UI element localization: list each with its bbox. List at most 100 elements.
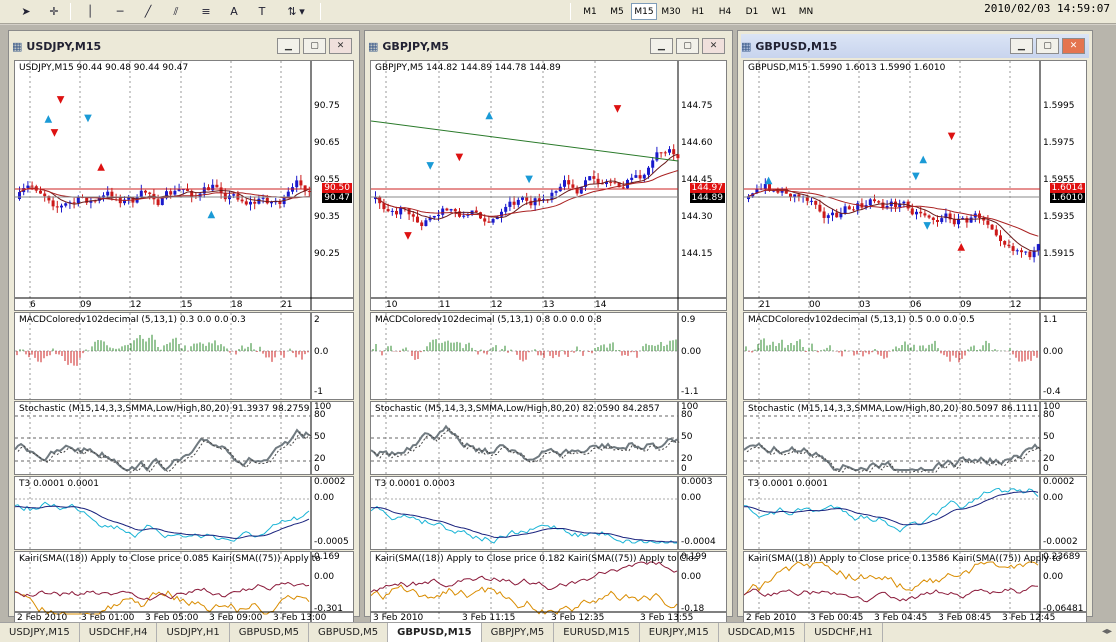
vertical-line-icon[interactable]: │ — [86, 5, 94, 18]
cursor-icon[interactable]: ➤ — [21, 5, 31, 18]
price-panel[interactable]: ▲ ▼ ▼ ▲ ▲ ▼ USDJPY,M15 90.44 90.48 90.44 90.47… — [14, 60, 354, 311]
window-titlebar[interactable]: ▦ GBPJPY,M5 ▁ ▢ ✕ — [368, 34, 729, 58]
stoch-panel[interactable]: Stochastic (M5,14,3,3,SMMA,Low/High,80,2… — [370, 401, 727, 475]
t3-panel[interactable]: T3 0.0001 0.0001 0.0002 0.00 -0.0005 — [14, 476, 354, 550]
stoch-panel[interactable]: Stochastic (M15,14,3,3,SMMA,Low/High,80,… — [743, 401, 1087, 475]
minimize-button[interactable]: ▁ — [277, 38, 300, 54]
price-axis-tick: 90.65 — [314, 138, 340, 148]
chart-window-0[interactable]: ▦ USDJPY,M15 ▁ ▢ ✕ ▲ ▼ ▼ ▲ ▲ ▼ USDJPY,M15 90.44 90.… — [8, 30, 360, 625]
candle — [965, 218, 969, 223]
price-axis-tick: 144.30 — [681, 212, 713, 222]
candle — [474, 210, 478, 213]
candle — [26, 185, 30, 188]
text-label-icon[interactable]: T — [258, 5, 266, 18]
close-button[interactable]: ✕ — [1062, 38, 1085, 54]
t3-panel[interactable]: T3 0.0001 0.0003 0.0003 0.00 -0.0004 — [370, 476, 727, 550]
timeframe-m30[interactable]: M30 — [661, 6, 681, 17]
chart-tab[interactable]: USDCHF,H4 — [80, 623, 158, 642]
timeframe-m5[interactable]: M5 — [610, 6, 624, 17]
chart-tab[interactable]: GBPUSD,M5 — [309, 623, 389, 642]
minimize-button[interactable]: ▁ — [1010, 38, 1033, 54]
candle — [270, 201, 273, 204]
candle — [529, 200, 533, 206]
candle — [567, 180, 571, 185]
price-panel[interactable]: ▼ ▼ ▲ ▼ ▼ ▼ GBPJPY,M5 144.82 144.89 144.78 144… — [370, 60, 727, 311]
text-icon[interactable]: A — [230, 5, 238, 18]
window-titlebar[interactable]: ▦ GBPUSD,M15 ▁ ▢ ✕ — [741, 34, 1089, 58]
t3-panel[interactable]: T3 0.0001 0.0001 0.0002 0.00 -0.0002 — [743, 476, 1087, 550]
kairi-axis-tick: 0.169 — [314, 552, 340, 562]
candle — [651, 160, 655, 168]
tab-scroll-icon[interactable]: ◂▸ — [1101, 626, 1112, 637]
chart-tab[interactable]: USDJPY,M15 — [0, 623, 80, 642]
chart-tab[interactable]: USDCAD,M15 — [719, 623, 806, 642]
chart-tab[interactable]: EURUSD,M15 — [554, 623, 640, 642]
candle — [487, 221, 491, 223]
timeframe-mn[interactable]: MN — [798, 6, 814, 17]
candle — [609, 182, 613, 184]
t3-slow-line — [371, 506, 678, 543]
close-button[interactable]: ✕ — [702, 38, 725, 54]
candle — [211, 184, 215, 191]
timeframe-w1[interactable]: W1 — [771, 6, 787, 17]
stoch-panel[interactable]: Stochastic (M15,14,3,3,SMMA,Low/High,80,… — [14, 401, 354, 475]
kairi-panel[interactable]: Kairi(SMA((18)) Apply to Close price 0.1… — [370, 551, 727, 625]
candle — [952, 219, 956, 225]
window-titlebar[interactable]: ▦ USDJPY,M15 ▁ ▢ ✕ — [12, 34, 356, 58]
chart-window-2[interactable]: ▦ GBPUSD,M15 ▁ ▢ ✕ ▲ ▼ ▼ ▼ ▲ ▲ GBPUSD,M15 1.5990 1.… — [737, 30, 1093, 625]
kairi-panel[interactable]: Kairi(SMA((18)) Apply to Close price 0.0… — [14, 551, 354, 625]
kairi-panel[interactable]: Kairi(SMA((18)) Apply to Close price 0.1… — [743, 551, 1087, 625]
t3-label: T3 0.0001 0.0001 — [19, 479, 99, 489]
close-button[interactable]: ✕ — [329, 38, 352, 54]
chart-tab[interactable]: USDCHF,H1 — [805, 623, 883, 642]
timeframe-h4[interactable]: H4 — [718, 6, 732, 17]
kairi-axis-tick: 0.23689 — [1043, 552, 1081, 562]
macd-plot — [15, 313, 312, 399]
chart-tab[interactable]: GBPJPY,M5 — [482, 623, 555, 642]
arrows-icon[interactable]: ⇅ — [287, 5, 297, 18]
price-axis-tick: 1.5995 — [1043, 101, 1075, 111]
macd-axis-tick: -1 — [314, 387, 323, 397]
t3-axis-tick: 0.00 — [314, 493, 335, 503]
tools-dropdown-icon[interactable]: ▾ — [299, 5, 305, 18]
timeframe-m15[interactable]: M15 — [631, 3, 657, 20]
candle — [940, 218, 944, 222]
candle — [240, 199, 244, 202]
fibonacci-icon[interactable]: ≡ — [201, 5, 211, 18]
current-price-tag: 144.89 — [689, 193, 725, 203]
minimize-button[interactable]: ▁ — [650, 38, 673, 54]
date-axis-tick: 3 Feb 11:15 — [462, 613, 516, 623]
macd-panel[interactable]: MACDColoredv102decimal (5,13,1) 0.8 0.0 … — [370, 312, 727, 400]
hour-axis-tick: 00 — [809, 300, 821, 310]
maximize-button[interactable]: ▢ — [1036, 38, 1059, 54]
crosshair-icon[interactable]: ✛ — [49, 5, 59, 18]
timeframe-d1[interactable]: D1 — [745, 6, 759, 17]
chart-tab[interactable]: GBPUSD,M15 — [388, 623, 482, 642]
candle — [516, 199, 520, 205]
window-title: GBPJPY,M5 — [382, 39, 449, 53]
maximize-button[interactable]: ▢ — [303, 38, 326, 54]
signal-arrow-icon: ▼ — [948, 131, 956, 142]
maximize-button[interactable]: ▢ — [676, 38, 699, 54]
macd-panel[interactable]: MACDColoredv102decimal (5,13,1) 0.3 0.0 … — [14, 312, 354, 400]
stochastic-signal-line — [17, 431, 313, 473]
horizontal-line-icon[interactable]: ─ — [116, 5, 124, 18]
equidistant-channel-icon[interactable]: ⫽ — [173, 4, 179, 18]
candle — [223, 192, 227, 200]
price-panel[interactable]: ▲ ▼ ▼ ▼ ▲ ▲ GBPUSD,M15 1.5990 1.6013 1.5990 1.… — [743, 60, 1087, 311]
candle — [299, 180, 303, 186]
candle — [927, 215, 931, 218]
macd-panel[interactable]: MACDColoredv102decimal (5,13,1) 0.5 0.0 … — [743, 312, 1087, 400]
chart-tab[interactable]: GBPUSD,M5 — [230, 623, 309, 642]
timeframe-m1[interactable]: M1 — [583, 6, 597, 17]
candle — [123, 199, 126, 204]
trendline-icon[interactable]: ╱ — [144, 5, 152, 18]
chart-tab[interactable]: USDJPY,H1 — [157, 623, 230, 642]
chart-window-1[interactable]: ▦ GBPJPY,M5 ▁ ▢ ✕ ▼ ▼ ▲ ▼ ▼ ▼ GBPJPY,M5 144.82 144.… — [364, 30, 733, 625]
macd-label: MACDColoredv102decimal (5,13,1) 0.8 0.0 … — [375, 315, 602, 325]
t3-axis-tick: 0.0002 — [314, 477, 346, 487]
candle — [605, 182, 608, 185]
hour-axis-tick: 03 — [859, 300, 871, 310]
timeframe-h1[interactable]: H1 — [691, 6, 705, 17]
chart-tab[interactable]: EURJPY,M15 — [640, 623, 719, 642]
